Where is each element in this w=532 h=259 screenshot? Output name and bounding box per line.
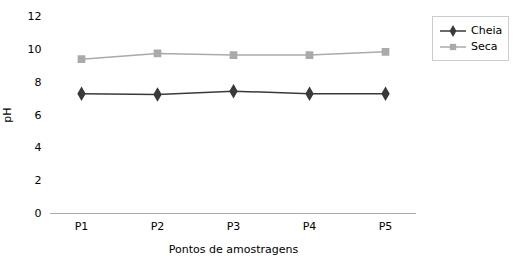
svg-text:P5: P5 <box>379 220 393 233</box>
svg-text:P2: P2 <box>151 220 165 233</box>
svg-text:P4: P4 <box>303 220 317 233</box>
html-text:Seca: Seca <box>471 40 498 53</box>
svg-text:0: 0 <box>35 207 42 220</box>
svg-text:4: 4 <box>35 141 42 154</box>
svg-text:Pontos de amostragens: Pontos de amostragens <box>169 243 299 256</box>
svg-text:P3: P3 <box>227 220 241 233</box>
svg-text:8: 8 <box>35 76 42 89</box>
svg-text:10: 10 <box>28 43 42 56</box>
svg-text:6: 6 <box>35 109 42 122</box>
svg-text:P1: P1 <box>75 220 89 233</box>
svg-text:2: 2 <box>35 174 42 187</box>
html-text:Cheia: Cheia <box>471 24 503 37</box>
svg-text:12: 12 <box>28 10 42 23</box>
svg-text:pH: pH <box>1 107 14 122</box>
